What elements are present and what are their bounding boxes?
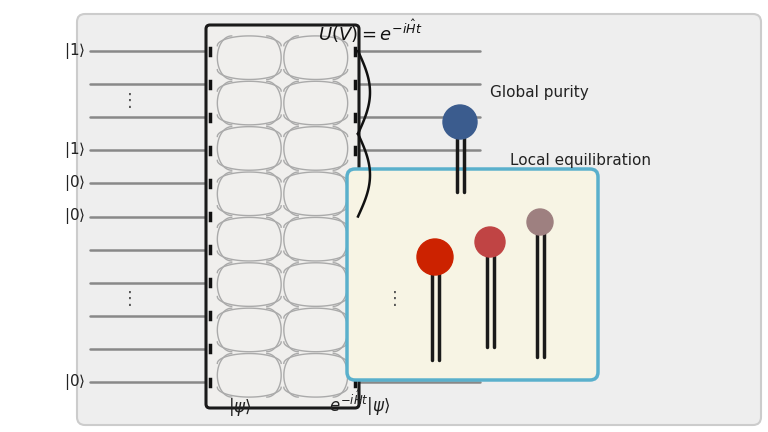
Text: $e^{-i\hat{H}t}|\psi\rangle$: $e^{-i\hat{H}t}|\psi\rangle$ (329, 389, 391, 418)
Text: $|0\rangle$: $|0\rangle$ (64, 173, 85, 194)
Text: $|0\rangle$: $|0\rangle$ (64, 372, 85, 392)
Text: $|0\rangle$: $|0\rangle$ (64, 206, 85, 226)
FancyBboxPatch shape (77, 14, 761, 425)
Circle shape (527, 209, 553, 235)
Text: Local equilibration: Local equilibration (510, 152, 651, 168)
Text: $|\psi\rangle$: $|\psi\rangle$ (228, 396, 252, 418)
Text: ⋮: ⋮ (386, 290, 404, 308)
Text: $|1\rangle$: $|1\rangle$ (64, 41, 85, 61)
Text: Global purity: Global purity (490, 85, 589, 99)
Circle shape (475, 227, 505, 257)
Text: $|1\rangle$: $|1\rangle$ (64, 140, 85, 160)
Text: ⋮: ⋮ (121, 92, 139, 110)
Text: $U(V)=e^{-i\hat{H}t}$: $U(V)=e^{-i\hat{H}t}$ (318, 17, 422, 44)
FancyBboxPatch shape (347, 169, 598, 380)
Circle shape (443, 105, 477, 139)
Text: ⋮: ⋮ (121, 290, 139, 308)
Circle shape (417, 239, 453, 275)
FancyBboxPatch shape (206, 25, 359, 408)
